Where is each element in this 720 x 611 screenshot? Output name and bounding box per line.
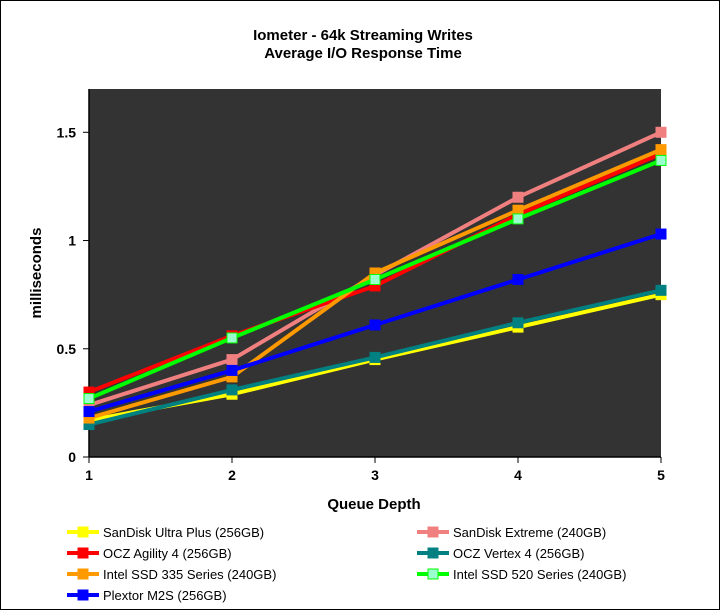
legend-item: Plextor M2S (256GB) xyxy=(67,588,227,603)
legend-swatch-marker xyxy=(427,568,439,580)
x-tick-label: 3 xyxy=(371,467,379,483)
series-layer xyxy=(83,126,667,431)
x-tick-label: 4 xyxy=(514,467,522,483)
y-tick-label: 1 xyxy=(68,233,76,249)
data-point xyxy=(369,351,381,363)
legend-label: OCZ Agility 4 (256GB) xyxy=(103,546,232,561)
x-tick-label: 2 xyxy=(228,467,236,483)
legend-label: OCZ Vertex 4 (256GB) xyxy=(453,546,585,561)
y-tick-label: 1.5 xyxy=(57,124,77,140)
legend-item: Intel SSD 520 Series (240GB) xyxy=(417,567,626,582)
legend-item: SanDisk Ultra Plus (256GB) xyxy=(67,525,264,540)
y-tick-label: 0.5 xyxy=(57,341,77,357)
data-point xyxy=(83,406,95,418)
data-point xyxy=(369,273,381,285)
series-3 xyxy=(83,284,667,431)
legend-label: Plextor M2S (256GB) xyxy=(103,588,227,603)
data-point xyxy=(512,191,524,203)
chart-subtitle: Average I/O Response Time xyxy=(264,45,462,62)
legend-label: SanDisk Ultra Plus (256GB) xyxy=(103,525,264,540)
y-axis-title: milliseconds xyxy=(28,228,45,319)
x-axis-title: Queue Depth xyxy=(327,496,420,513)
legend-label: Intel SSD 335 Series (240GB) xyxy=(103,567,276,582)
data-point xyxy=(226,332,238,344)
legend-swatch-marker xyxy=(77,589,89,601)
legend-swatch-marker xyxy=(427,526,439,538)
legend-label: Intel SSD 520 Series (240GB) xyxy=(453,567,626,582)
data-point xyxy=(655,144,667,156)
data-point xyxy=(655,284,667,296)
legend-swatch-marker xyxy=(427,547,439,559)
series-5 xyxy=(83,154,667,405)
legend-label: SanDisk Extreme (240GB) xyxy=(453,525,606,540)
data-point xyxy=(83,393,95,405)
data-point xyxy=(655,154,667,166)
legend-swatch-marker xyxy=(77,568,89,580)
x-tick-label: 5 xyxy=(657,467,665,483)
data-point xyxy=(226,384,238,396)
legend-swatch-marker xyxy=(77,526,89,538)
legend-item: OCZ Agility 4 (256GB) xyxy=(67,546,232,561)
legend-item: SanDisk Extreme (240GB) xyxy=(417,525,606,540)
data-point xyxy=(655,126,667,138)
legend-item: OCZ Vertex 4 (256GB) xyxy=(417,546,585,561)
data-point xyxy=(655,228,667,240)
data-point xyxy=(369,319,381,331)
legend: SanDisk Ultra Plus (256GB) SanDisk Extrem… xyxy=(67,525,626,603)
series-6 xyxy=(83,228,667,418)
legend-item: Intel SSD 335 Series (240GB) xyxy=(67,567,276,582)
data-point xyxy=(226,364,238,376)
series-4 xyxy=(83,144,667,424)
data-point xyxy=(512,213,524,225)
y-tick-label: 0 xyxy=(68,449,76,465)
chart-title: Iometer - 64k Streaming Writes xyxy=(253,27,473,44)
legend-swatch-marker xyxy=(77,547,89,559)
data-point xyxy=(226,354,238,366)
data-point xyxy=(512,317,524,329)
x-tick-label: 1 xyxy=(85,467,93,483)
data-point xyxy=(512,273,524,285)
